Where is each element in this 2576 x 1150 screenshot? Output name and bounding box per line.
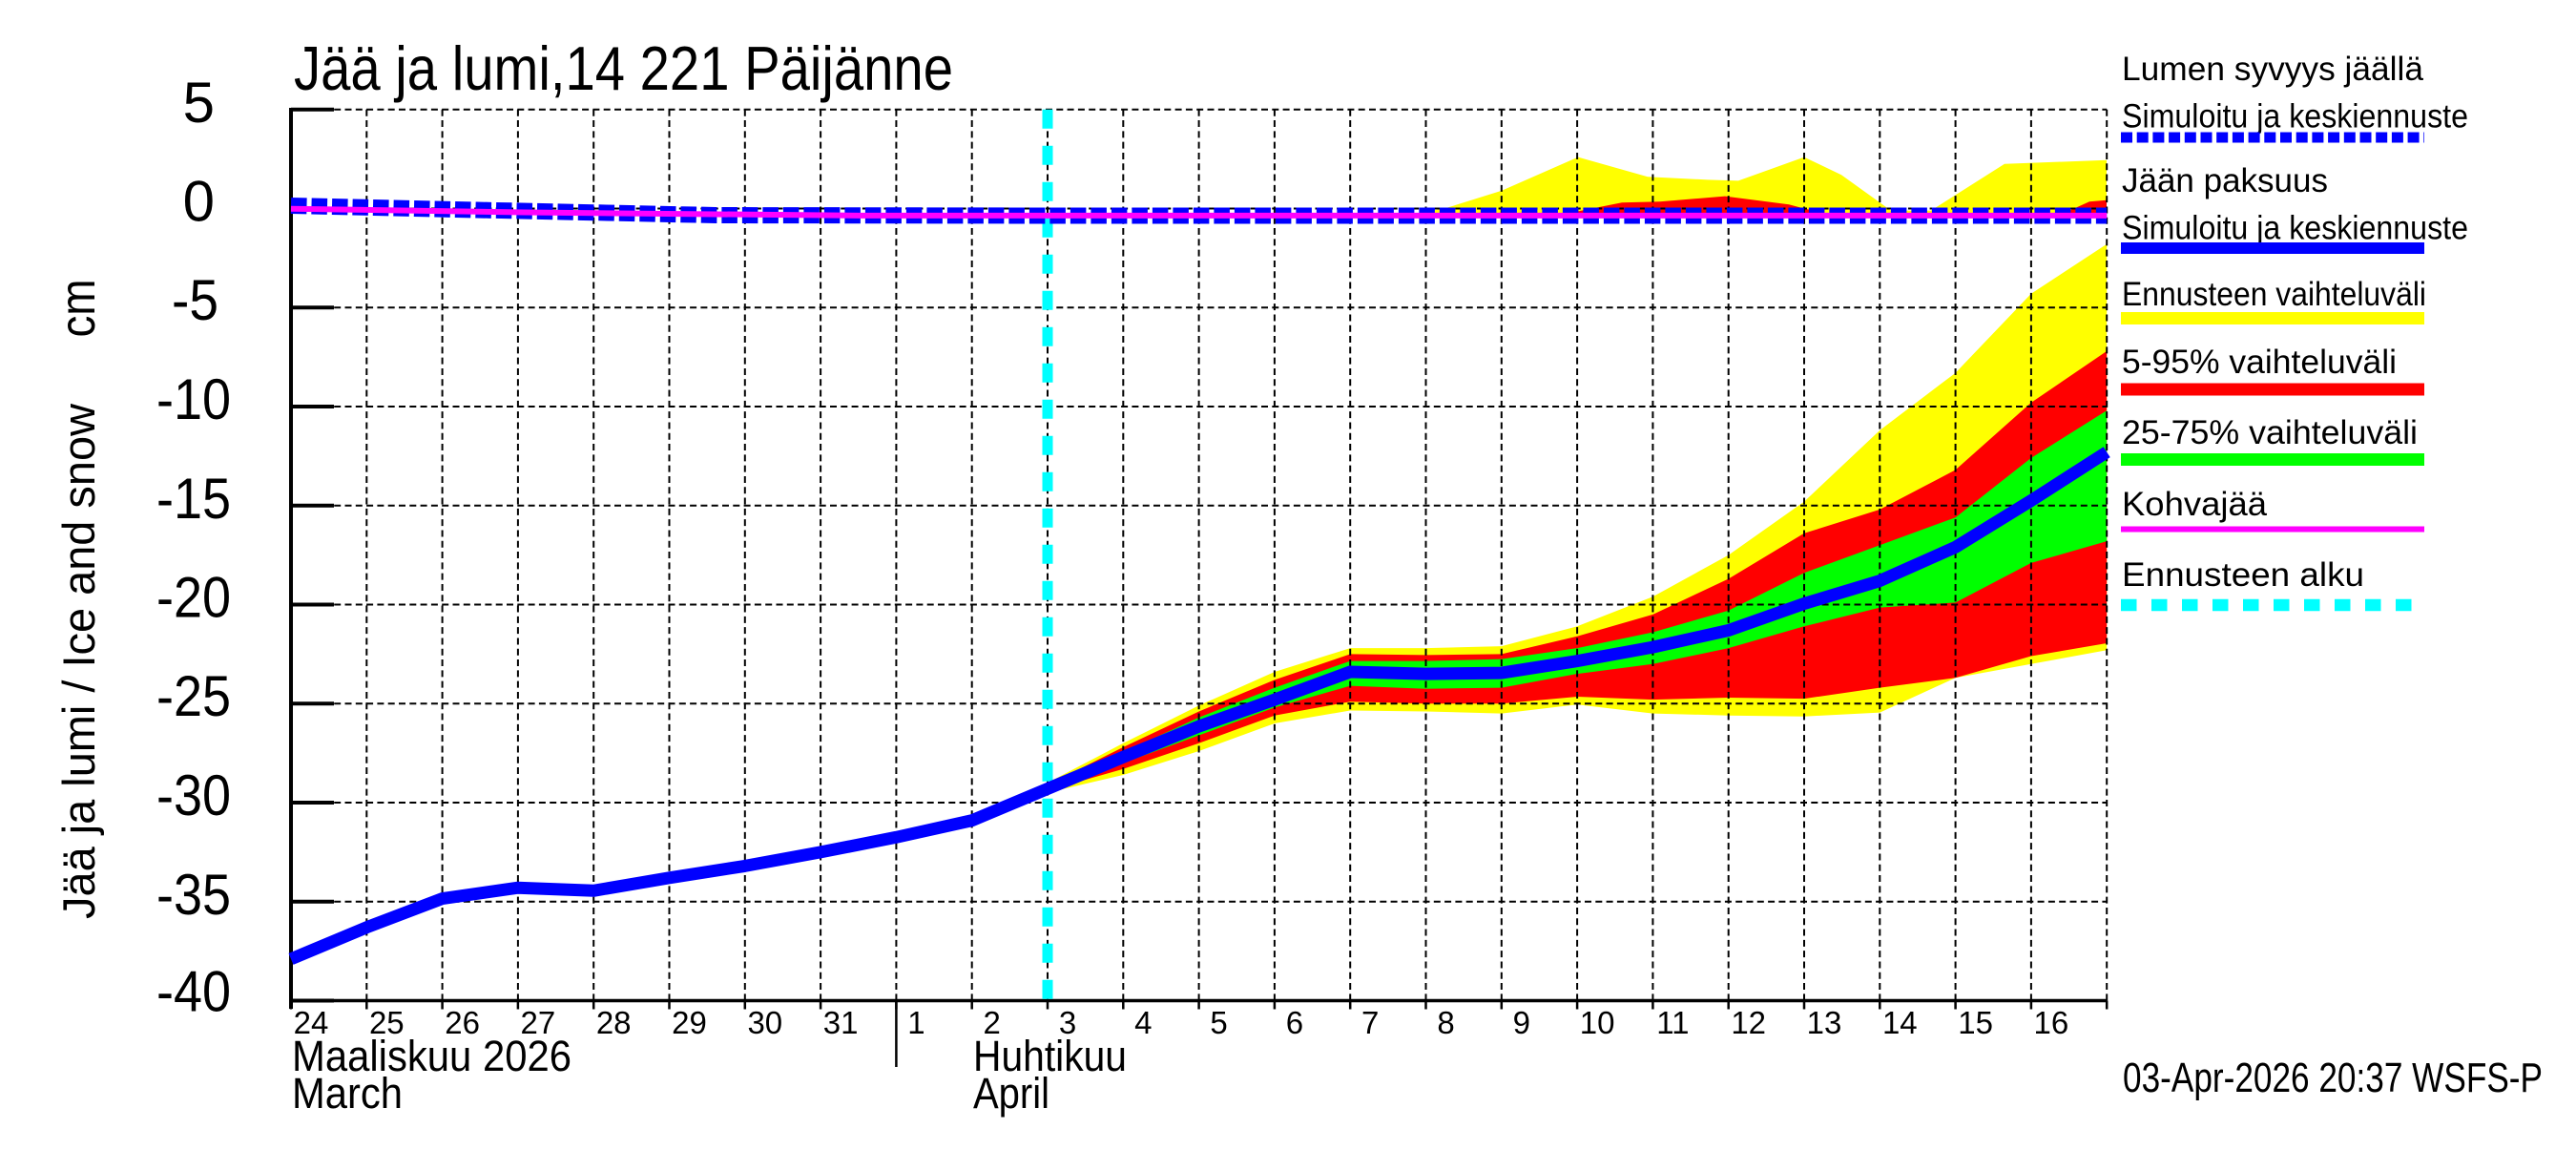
svg-text:27: 27 bbox=[521, 1005, 556, 1040]
svg-text:Huhtikuu: Huhtikuu bbox=[973, 1032, 1127, 1080]
svg-text:31: 31 bbox=[823, 1005, 859, 1040]
svg-text:Ennusteen vaihteluväli: Ennusteen vaihteluväli bbox=[2122, 276, 2426, 313]
svg-text:-15: -15 bbox=[156, 467, 231, 531]
svg-text:29: 29 bbox=[672, 1005, 707, 1040]
svg-text:Jää ja lumi,14 221 Päijänne: Jää ja lumi,14 221 Päijänne bbox=[294, 33, 953, 103]
svg-text:cm: cm bbox=[51, 280, 106, 338]
svg-text:7: 7 bbox=[1361, 1005, 1379, 1040]
svg-text:Jään paksuus: Jään paksuus bbox=[2122, 162, 2328, 199]
svg-text:03-Apr-2026 20:37 WSFS-P: 03-Apr-2026 20:37 WSFS-P bbox=[2123, 1055, 2543, 1101]
svg-text:-20: -20 bbox=[156, 566, 231, 630]
svg-text:3: 3 bbox=[1059, 1005, 1076, 1040]
svg-text:25: 25 bbox=[369, 1005, 405, 1040]
svg-text:9: 9 bbox=[1513, 1005, 1530, 1040]
svg-text:Lumen syvyys jäällä: Lumen syvyys jäällä bbox=[2122, 51, 2424, 88]
svg-text:April: April bbox=[973, 1069, 1049, 1118]
svg-text:Simuloitu ja keskiennuste: Simuloitu ja keskiennuste bbox=[2122, 98, 2468, 136]
svg-text:24: 24 bbox=[294, 1005, 329, 1040]
svg-text:-5: -5 bbox=[172, 268, 218, 332]
svg-text:Jää ja lumi / Ice and snow: Jää ja lumi / Ice and snow bbox=[53, 403, 104, 919]
svg-text:-25: -25 bbox=[156, 664, 231, 728]
svg-text:5: 5 bbox=[1210, 1005, 1227, 1040]
svg-text:-30: -30 bbox=[156, 763, 231, 827]
svg-text:1: 1 bbox=[907, 1005, 924, 1040]
svg-text:13: 13 bbox=[1807, 1005, 1842, 1040]
svg-text:28: 28 bbox=[596, 1005, 632, 1040]
svg-text:15: 15 bbox=[1958, 1005, 1993, 1040]
svg-text:-40: -40 bbox=[156, 960, 231, 1024]
svg-text:10: 10 bbox=[1580, 1005, 1615, 1040]
svg-text:March: March bbox=[292, 1069, 403, 1118]
svg-text:Maaliskuu 2026: Maaliskuu 2026 bbox=[292, 1032, 571, 1080]
svg-text:-10: -10 bbox=[156, 367, 231, 431]
svg-text:4: 4 bbox=[1134, 1005, 1152, 1040]
svg-text:25-75% vaihteluväli: 25-75% vaihteluväli bbox=[2122, 414, 2418, 451]
svg-text:11: 11 bbox=[1656, 1005, 1689, 1040]
svg-text:5: 5 bbox=[183, 71, 215, 135]
svg-text:0: 0 bbox=[183, 170, 215, 234]
svg-text:30: 30 bbox=[747, 1005, 782, 1040]
svg-text:Simuloitu ja keskiennuste: Simuloitu ja keskiennuste bbox=[2122, 210, 2468, 247]
svg-text:16: 16 bbox=[2034, 1005, 2069, 1040]
svg-text:26: 26 bbox=[445, 1005, 480, 1040]
svg-text:Ennusteen alku: Ennusteen alku bbox=[2122, 556, 2364, 594]
svg-text:12: 12 bbox=[1731, 1005, 1766, 1040]
svg-text:Kohvajää: Kohvajää bbox=[2122, 486, 2268, 523]
svg-text:8: 8 bbox=[1437, 1005, 1454, 1040]
svg-text:14: 14 bbox=[1882, 1005, 1918, 1040]
svg-text:6: 6 bbox=[1286, 1005, 1303, 1040]
svg-text:-35: -35 bbox=[156, 863, 231, 927]
svg-text:5-95% vaihteluväli: 5-95% vaihteluväli bbox=[2122, 344, 2397, 381]
svg-text:2: 2 bbox=[984, 1005, 1001, 1040]
